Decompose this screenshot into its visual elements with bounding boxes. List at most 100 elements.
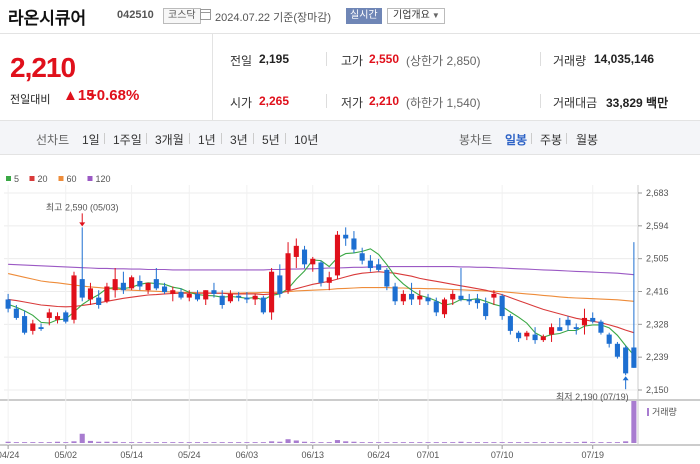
candle <box>392 286 398 302</box>
candle <box>260 297 266 313</box>
volume-bar <box>13 442 19 443</box>
volume-bar <box>483 442 489 443</box>
volume-bar <box>260 442 266 443</box>
candle <box>351 238 357 250</box>
volume-bar <box>516 442 522 443</box>
volume-bar <box>87 440 94 443</box>
candle <box>425 297 431 302</box>
period-3m[interactable]: 3개월 <box>155 133 184 147</box>
volume-legend: 거래량 <box>652 406 677 417</box>
market-badge: 코스닥 <box>163 8 201 24</box>
volume-bar <box>170 442 176 443</box>
candle <box>310 258 316 265</box>
volume-bar <box>532 442 538 443</box>
candle <box>499 295 505 317</box>
high-price: 2,550 <box>369 52 400 66</box>
candlestick-chart[interactable]: 2,683 2,594 2,505 2,416 2,328 2,239 2,150 04/24… <box>0 155 700 464</box>
volume-bar <box>129 442 135 443</box>
volume-label: 거래량 <box>553 54 587 68</box>
volume-bar <box>244 442 250 443</box>
period-1d[interactable]: 1일 <box>82 133 100 147</box>
low-price: 2,210 <box>369 94 400 108</box>
candle-monthly[interactable]: 월봉 <box>576 133 599 147</box>
legend-swatch <box>6 176 11 181</box>
volume-bar <box>351 441 357 443</box>
period-3y[interactable]: 3년 <box>230 133 248 147</box>
chevron-down-icon: ▼ <box>431 11 440 20</box>
volume-bar <box>137 442 143 443</box>
x-tick-label: 07/01 <box>417 450 440 460</box>
candle-daily[interactable]: 일봉 <box>505 133 528 147</box>
divider <box>104 133 105 144</box>
candle <box>194 293 201 300</box>
volume-bar <box>334 440 341 443</box>
period-1w[interactable]: 1주일 <box>113 133 142 147</box>
volume-bar <box>227 442 233 443</box>
low-label: 저가 <box>341 96 364 110</box>
volume-bar <box>409 442 415 443</box>
volume-bar <box>623 441 629 443</box>
line-chart-label: 선차트 <box>36 133 70 147</box>
candle <box>162 286 168 293</box>
y-tick-label: 2,239 <box>646 352 669 362</box>
volume-bar <box>466 442 472 443</box>
volume-bar <box>565 442 571 443</box>
x-tick-label: 06/13 <box>302 450 325 460</box>
candle <box>293 245 299 257</box>
candle <box>104 286 110 302</box>
candle-chart-label: 봉차트 <box>459 133 493 147</box>
prev-close: 2,195 <box>259 52 290 66</box>
candle <box>581 317 588 326</box>
volume-bar <box>598 442 604 443</box>
lower-limit: (하한가 1,540) <box>406 96 481 110</box>
candle <box>137 280 143 287</box>
open-price: 2,265 <box>259 94 290 108</box>
price-chart[interactable]: 2,683 2,594 2,505 2,416 2,328 2,239 2,150 04/24… <box>0 155 700 464</box>
volume-bar <box>236 442 242 443</box>
candle <box>13 308 19 318</box>
candle <box>483 303 489 317</box>
amount-label: 거래대금 <box>553 96 598 110</box>
divider <box>540 94 541 108</box>
realtime-button[interactable]: 실시간 <box>346 8 382 24</box>
volume-bar <box>392 442 398 443</box>
candle <box>631 347 637 368</box>
candle <box>540 336 546 341</box>
candle <box>227 293 233 302</box>
period-5y[interactable]: 5년 <box>262 133 280 147</box>
volume-bar <box>548 442 555 443</box>
open-label: 시가 <box>230 96 253 110</box>
volume-bar <box>425 442 431 443</box>
company-info-dropdown[interactable]: 기업개요 ▼ <box>387 8 445 24</box>
legend-swatch <box>58 176 64 181</box>
candle <box>376 264 382 270</box>
ma60-line <box>7 273 634 302</box>
volume-bar <box>112 441 118 443</box>
volume-bar <box>606 442 612 443</box>
candle <box>590 317 596 322</box>
candle <box>301 249 308 265</box>
volume-bar <box>441 442 448 443</box>
x-tick-label: 06/24 <box>367 450 390 460</box>
candle <box>614 343 620 357</box>
candle <box>46 312 52 318</box>
prev-label: 전일 <box>230 54 253 68</box>
volume-bar <box>63 442 69 443</box>
volume-bar <box>433 442 439 443</box>
period-1y[interactable]: 1년 <box>198 133 216 147</box>
volume-bar <box>318 442 324 443</box>
volume-bar <box>400 442 406 443</box>
change-percent: +0.68% <box>88 87 140 104</box>
x-tick-label: 05/24 <box>178 450 201 460</box>
candle <box>598 321 604 333</box>
low-arrow-head <box>622 376 629 381</box>
volume-bar <box>22 442 28 443</box>
legend-label: 5 <box>14 174 19 184</box>
candle <box>96 297 102 305</box>
divider <box>531 133 532 144</box>
volume-bar <box>590 442 596 443</box>
candle <box>71 275 77 320</box>
period-10y[interactable]: 10년 <box>294 133 319 147</box>
volume-bar <box>96 441 102 443</box>
candle-weekly[interactable]: 주봉 <box>540 133 563 147</box>
